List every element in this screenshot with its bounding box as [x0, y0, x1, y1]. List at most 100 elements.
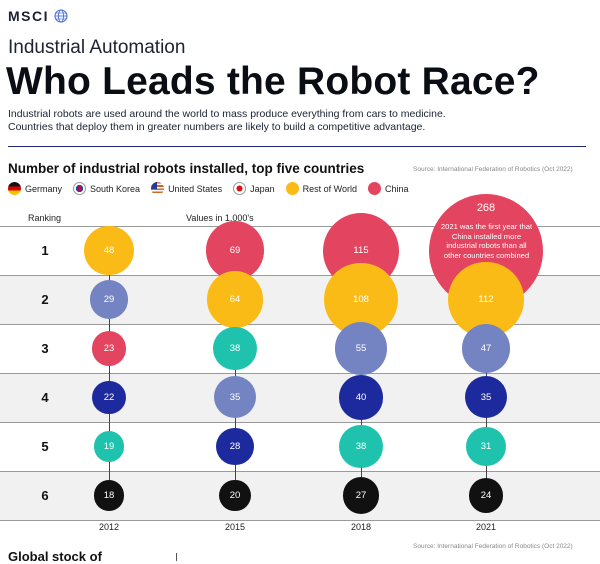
bubble-value: 35 [480, 391, 492, 403]
rank-label: 3 [41, 340, 49, 356]
bubble-value: 35 [229, 391, 241, 403]
bubble-value: 23 [103, 342, 115, 354]
legend-label: United States [168, 183, 223, 194]
year-label-2015: 2015 [224, 522, 246, 532]
bubble-value: 47 [480, 342, 492, 354]
china-annotation: 2021 was the first year that China insta… [440, 222, 533, 260]
page-title: Who Leads the Robot Race? [6, 60, 540, 103]
row-separator [0, 226, 600, 227]
legend-label: Rest of World [302, 183, 357, 194]
legend-item-rest-of-world: Rest of World [285, 182, 357, 195]
row-separator [0, 275, 600, 276]
legend-label: Japan [250, 183, 275, 194]
bubble-value: 48 [103, 244, 115, 256]
bubble-united-states-2018: 40 [338, 375, 384, 420]
legend-swatch [367, 182, 381, 195]
section-source: Source: International Federation of Robo… [413, 166, 573, 173]
bubble-value: 55 [355, 342, 367, 354]
legend-label: China [384, 183, 409, 194]
row-separator [0, 471, 600, 472]
ranking-label: Ranking [28, 213, 62, 223]
intro-text: Industrial robots are used around the wo… [8, 108, 593, 134]
rank-label: 2 [41, 291, 49, 307]
legend-swatch [233, 182, 247, 195]
row-separator [0, 373, 600, 374]
year-label-2018: 2018 [350, 522, 372, 532]
bubble-value: 115 [353, 245, 369, 256]
bubble-south-korea-2015: 38 [213, 326, 257, 371]
bubble-value: 31 [480, 440, 492, 452]
bubble-south-korea-2021: 31 [466, 426, 506, 467]
row-separator [0, 422, 600, 423]
rank-row [0, 471, 600, 520]
bubble-china-2015: 69 [205, 221, 265, 280]
bubble-united-states-2015: 28 [216, 427, 254, 466]
year-connector [109, 250, 110, 508]
bubble-value: 112 [478, 293, 494, 305]
bubble-south-korea-2012: 19 [93, 431, 125, 462]
rank-label: 6 [41, 487, 49, 503]
year-label-2021: 2021 [475, 522, 497, 532]
bubble-value: 27 [355, 489, 367, 501]
bubble-value: 38 [229, 342, 241, 354]
bubble-value: 19 [103, 440, 115, 452]
bubble-germany-2012: 18 [93, 480, 125, 511]
bubble-value: 28 [229, 440, 241, 452]
legend-swatch [8, 182, 21, 195]
bubble-value: 64 [229, 293, 241, 305]
intro-line-2: Countries that deploy them in greater nu… [8, 121, 426, 133]
bubble-japan-2021: 47 [461, 324, 511, 373]
bubble-value: 29 [103, 293, 115, 305]
page-subtitle: Industrial Automation [8, 37, 186, 58]
legend-swatch [285, 182, 299, 195]
section-title: Number of industrial robots installed, t… [8, 161, 365, 176]
chart-legend: Germany South Korea United States Japan Rest… [8, 182, 409, 195]
legend-swatch [73, 182, 87, 195]
row-separator [0, 520, 600, 521]
bubble-japan-2015: 35 [213, 376, 256, 419]
rank-row [0, 373, 600, 422]
legend-item-united-states: United States [151, 182, 222, 195]
footer-source: Source: International Federation of Robo… [413, 543, 573, 550]
axis-tick [176, 553, 177, 561]
bubble-germany-2021: 24 [468, 478, 504, 513]
bubble-china-2012: 23 [91, 331, 127, 366]
bubble-japan-2012: 29 [89, 280, 129, 319]
row-separator [0, 324, 600, 325]
bubble-value: 268 [476, 201, 496, 214]
rank-label: 4 [41, 389, 49, 405]
legend-item-japan: Japan [233, 182, 275, 195]
bubble-value: 20 [229, 489, 241, 501]
section-divider [8, 146, 586, 147]
bubble-japan-2018: 55 [334, 322, 388, 375]
year-label-2012: 2012 [98, 522, 120, 532]
bubble-germany-2018: 27 [342, 477, 380, 514]
legend-item-south-korea: South Korea [73, 182, 140, 195]
bubble-value: 40 [355, 391, 367, 403]
bubble-value: 24 [480, 489, 492, 501]
bubble-value: 18 [103, 489, 115, 501]
rank-label: 1 [41, 242, 49, 258]
next-section-title: Global stock of [8, 549, 102, 564]
intro-line-1: Industrial robots are used around the wo… [8, 108, 446, 120]
rank-label: 5 [41, 438, 49, 454]
bubble-value: 108 [353, 293, 369, 305]
globe-icon [54, 9, 68, 23]
legend-label: South Korea [90, 183, 141, 194]
bubble-rest-of-world-2012: 48 [84, 225, 134, 276]
values-unit-label: Values in 1,000's [186, 213, 254, 223]
bubble-united-states-2021: 35 [464, 376, 507, 419]
bubble-germany-2015: 20 [219, 479, 251, 512]
bubble-value: 69 [229, 244, 241, 256]
legend-label: Germany [25, 183, 63, 194]
legend-item-germany: Germany [8, 182, 62, 195]
legend-item-china: China [367, 182, 409, 195]
legend-swatch [151, 182, 165, 195]
bubble-value: 38 [355, 440, 367, 452]
rank-row [0, 422, 600, 471]
brand-logo: MSCI [8, 8, 68, 24]
bubble-rest-of-world-2015: 64 [206, 271, 264, 328]
bubble-united-states-2012: 22 [92, 380, 126, 415]
brand-name: MSCI [8, 8, 49, 24]
bubble-value: 22 [103, 391, 115, 403]
